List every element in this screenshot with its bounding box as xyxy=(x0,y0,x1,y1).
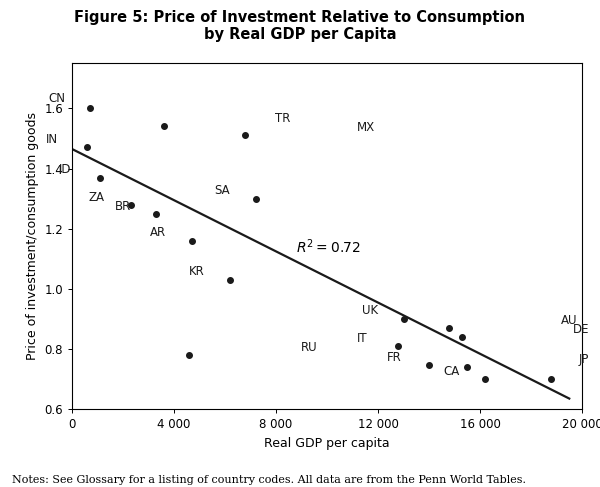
Text: JP: JP xyxy=(578,353,589,366)
Point xyxy=(251,195,260,203)
Text: IT: IT xyxy=(357,332,367,344)
Point xyxy=(95,174,105,182)
Text: FR: FR xyxy=(388,351,402,364)
Text: IN: IN xyxy=(46,133,58,146)
Text: $R^2 = 0.72$: $R^2 = 0.72$ xyxy=(296,238,361,256)
X-axis label: Real GDP per capita: Real GDP per capita xyxy=(264,437,390,450)
Y-axis label: Price of investment/consumption goods: Price of investment/consumption goods xyxy=(26,112,38,360)
Point xyxy=(85,105,95,112)
Point xyxy=(463,363,472,371)
Point xyxy=(241,131,250,139)
Text: DE: DE xyxy=(573,323,590,336)
Text: MX: MX xyxy=(356,121,374,134)
Text: ID: ID xyxy=(58,163,71,176)
Point xyxy=(83,144,92,151)
Point xyxy=(187,237,197,244)
Text: UK: UK xyxy=(362,304,378,318)
Point xyxy=(445,324,454,332)
Point xyxy=(547,375,556,383)
Text: TR: TR xyxy=(275,112,290,125)
Text: Notes: See Glossary for a listing of country codes. All data are from the Penn W: Notes: See Glossary for a listing of cou… xyxy=(12,474,526,485)
Point xyxy=(159,123,169,131)
Text: RU: RU xyxy=(301,340,317,354)
Point xyxy=(424,361,434,369)
Text: AR: AR xyxy=(150,226,166,239)
Text: KR: KR xyxy=(188,265,204,279)
Text: Figure 5: Price of Investment Relative to Consumption
by Real GDP per Capita: Figure 5: Price of Investment Relative t… xyxy=(74,10,526,42)
Point xyxy=(394,342,403,350)
Point xyxy=(185,351,194,359)
Text: ZA: ZA xyxy=(89,190,105,204)
Point xyxy=(399,315,409,323)
Text: SA: SA xyxy=(214,184,230,197)
Text: BR: BR xyxy=(115,200,131,212)
Point xyxy=(226,276,235,284)
Point xyxy=(481,375,490,383)
Text: AU: AU xyxy=(560,314,577,326)
Text: CA: CA xyxy=(443,365,460,377)
Text: CN: CN xyxy=(48,92,65,105)
Point xyxy=(457,333,467,341)
Point xyxy=(151,210,161,218)
Point xyxy=(126,201,136,208)
